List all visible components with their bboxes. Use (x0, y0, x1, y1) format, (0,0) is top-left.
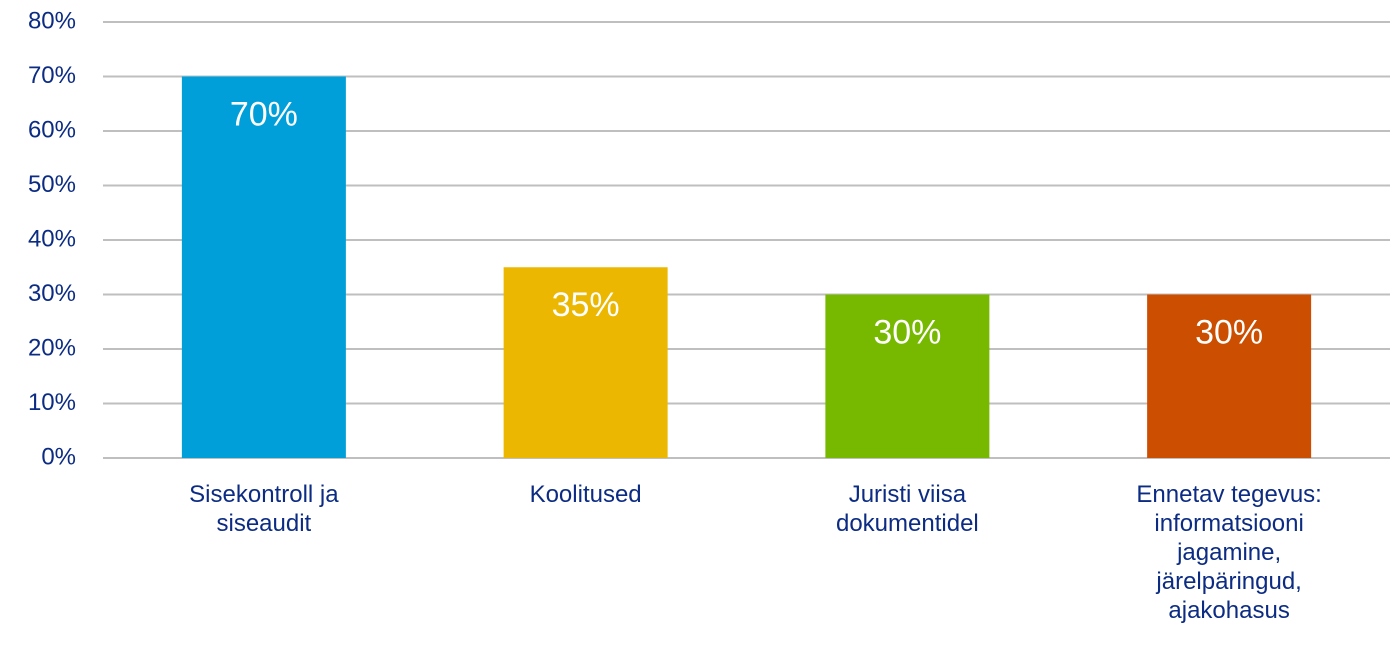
y-tick-label: 50% (28, 171, 76, 198)
value-label: 70% (230, 95, 298, 133)
value-label: 35% (552, 286, 620, 324)
bar (1147, 294, 1312, 458)
x-tick-label: Sisekontroll ja siseaudit (189, 481, 339, 537)
bar (825, 294, 990, 458)
y-tick-label: 30% (28, 280, 76, 307)
x-tick-label: Ennetav tegevus: informatsiooni jagamine… (1136, 481, 1322, 624)
value-label: 30% (873, 313, 941, 351)
y-tick-label: 60% (28, 116, 76, 143)
x-tick-label: Juristi viisa dokumentidel (835, 481, 979, 537)
x-tick-label: Koolitused (529, 481, 642, 508)
y-tick-label: 0% (41, 443, 76, 470)
bar (181, 76, 346, 458)
value-label: 30% (1195, 313, 1263, 351)
y-tick-label: 80% (28, 7, 76, 34)
y-tick-label: 70% (28, 62, 76, 89)
y-tick-label: 10% (28, 389, 76, 416)
y-tick-label: 20% (28, 334, 76, 361)
y-tick-label: 40% (28, 225, 76, 252)
bar (503, 267, 668, 458)
